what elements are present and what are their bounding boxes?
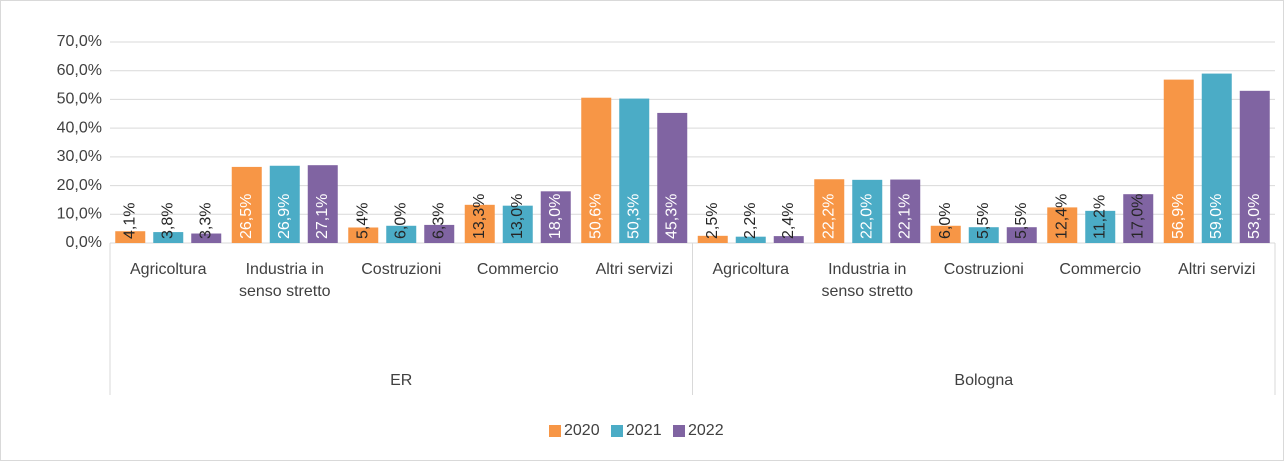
legend-label: 2021 — [626, 422, 662, 439]
bar — [424, 224, 455, 243]
bar — [386, 225, 417, 243]
bar — [348, 227, 379, 243]
legend-swatch — [549, 425, 561, 437]
y-tick-label: 40,0% — [57, 119, 102, 136]
bar — [814, 179, 845, 243]
bar — [930, 225, 961, 243]
data-label: 2,2% — [742, 203, 759, 239]
bar — [1163, 79, 1194, 243]
legend-swatch — [611, 425, 623, 437]
x-tick-label: Commercio — [476, 261, 559, 278]
data-label: 22,0% — [858, 194, 875, 239]
bar — [540, 191, 571, 243]
y-tick-label: 0,0% — [66, 234, 102, 251]
bar — [1239, 90, 1270, 243]
y-tick-label: 10,0% — [57, 206, 102, 223]
bar — [1123, 194, 1154, 243]
bar — [269, 165, 300, 243]
x-tick-label: Agricoltura — [130, 261, 207, 278]
data-label: 5,5% — [975, 203, 992, 239]
legend-label: 2022 — [688, 422, 724, 439]
data-label: 3,8% — [159, 203, 176, 239]
bar — [773, 236, 804, 243]
legend-swatch — [673, 425, 685, 437]
bar — [968, 227, 999, 243]
data-label: 5,5% — [1013, 203, 1030, 239]
bar — [231, 166, 262, 243]
data-label: 18,0% — [547, 194, 564, 239]
data-label: 3,3% — [197, 203, 214, 239]
y-tick-label: 20,0% — [57, 177, 102, 194]
x-tick-label: Industria in senso stretto — [238, 261, 331, 300]
data-label: 45,3% — [663, 194, 680, 239]
data-label: 22,1% — [896, 194, 913, 239]
data-label: 50,3% — [625, 194, 642, 239]
data-label: 12,4% — [1053, 194, 1070, 239]
bar — [581, 97, 612, 243]
bar — [1201, 73, 1232, 243]
data-label: 53,0% — [1246, 194, 1263, 239]
bar — [657, 112, 688, 243]
bar — [307, 165, 338, 243]
data-label: 6,3% — [430, 203, 447, 239]
bar — [1006, 227, 1037, 243]
y-tick-label: 30,0% — [57, 148, 102, 165]
bar — [115, 231, 146, 243]
y-tick-label: 60,0% — [57, 62, 102, 79]
y-tick-label: 50,0% — [57, 91, 102, 108]
data-label: 17,0% — [1129, 194, 1146, 239]
data-label: 22,2% — [820, 194, 837, 239]
x-tick-label: Costruzioni — [943, 261, 1024, 278]
data-label: 6,0% — [392, 203, 409, 239]
group-label: Bologna — [954, 372, 1013, 389]
bar — [153, 232, 184, 243]
data-label: 5,4% — [354, 203, 371, 239]
bar — [735, 236, 766, 243]
bar — [619, 98, 650, 244]
x-tick-label: Altri servizi — [1178, 261, 1256, 278]
x-tick-label: Industria in senso stretto — [821, 261, 914, 300]
data-label: 59,0% — [1208, 194, 1225, 239]
legend-label: 2020 — [564, 422, 600, 439]
bar — [464, 204, 495, 243]
data-label: 11,2% — [1091, 195, 1108, 239]
data-label: 2,4% — [780, 203, 797, 239]
data-label: 13,3% — [471, 194, 488, 239]
data-label: 4,1% — [121, 203, 138, 239]
bar — [852, 179, 883, 243]
x-tick-label: Agricoltura — [712, 261, 789, 278]
x-tick-label: Altri servizi — [595, 261, 673, 278]
bar — [697, 235, 728, 243]
data-label: 6,0% — [937, 203, 954, 239]
bar — [502, 205, 533, 243]
data-label: 13,0% — [509, 194, 526, 239]
data-label: 26,9% — [276, 194, 293, 239]
bar — [890, 179, 921, 243]
data-label: 26,5% — [238, 194, 255, 239]
y-tick-label: 70,0% — [57, 33, 102, 50]
data-label: 27,1% — [314, 194, 331, 239]
data-label: 2,5% — [704, 203, 721, 239]
data-label: 50,6% — [587, 194, 604, 239]
bar — [191, 233, 222, 243]
bar — [1085, 210, 1116, 243]
x-tick-label: Commercio — [1059, 261, 1142, 278]
x-tick-label: Costruzioni — [361, 261, 442, 278]
data-label: 56,9% — [1170, 194, 1187, 239]
bar — [1047, 207, 1078, 243]
group-label: ER — [390, 372, 412, 389]
